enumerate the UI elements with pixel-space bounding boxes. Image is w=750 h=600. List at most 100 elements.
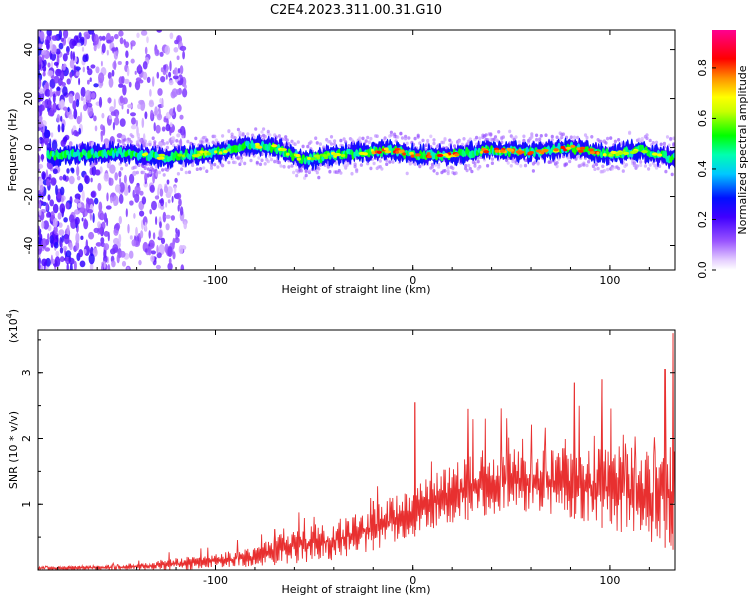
spectrogram-noise-blob [69, 38, 75, 49]
spectrogram-halo-blob [277, 134, 281, 138]
spectrogram-noise-blob [73, 108, 78, 120]
spectrogram-noise-blob [114, 172, 118, 181]
spectrogram-noise-blob [66, 224, 70, 236]
spectrogram-noise-blob [54, 241, 59, 249]
spectrogram-noise-blob [124, 78, 130, 84]
spectrogram-peak-blob [596, 151, 600, 155]
spectrogram-core-blob [557, 142, 561, 151]
spectrogram-halo-blob [227, 129, 231, 133]
spectrogram-halo-blob [601, 164, 605, 169]
spectrogram-halo-blob [358, 136, 362, 140]
spectrogram-noise-blob [148, 230, 151, 239]
spectrogram-noise-blob [81, 217, 84, 222]
spectrogram-noise-blob [162, 69, 167, 76]
spectrogram-noise-blob [38, 78, 42, 89]
spectrogram-noise-blob [118, 30, 124, 37]
spectrogram-y-tick-label: -20 [22, 188, 35, 206]
spectrogram-noise-blob [38, 231, 41, 236]
spectrogram-halo-blob [490, 157, 494, 161]
spectrogram-halo-blob [549, 160, 553, 164]
spectrogram-noise-blob [73, 260, 77, 270]
spectrogram-noise-blob [90, 177, 93, 183]
spectrogram-noise-blob [139, 210, 145, 217]
spectrogram-noise-blob [87, 105, 94, 117]
spectrogram-halo-blob [292, 170, 296, 175]
spectrogram-noise-blob [70, 50, 73, 61]
spectrogram-noise-blob [69, 59, 75, 69]
spectrogram-halo-blob [295, 173, 299, 178]
spectrogram-halo-blob [432, 169, 436, 173]
spectrogram-noise-blob [157, 187, 160, 198]
spectrogram-peak-blob [376, 150, 382, 154]
spectrogram-halo-blob [216, 165, 220, 169]
spectrogram-halo-blob [429, 134, 433, 139]
spectrogram-peak-blob [507, 148, 515, 152]
spectrogram-peak-blob [651, 152, 658, 156]
spectrogram-noise-blob [90, 64, 96, 69]
spectrogram-noise-blob [39, 265, 44, 270]
spectrogram-noise-blob [110, 111, 116, 116]
spectrogram-noise-blob [112, 244, 119, 253]
spectrogram-noise-blob [100, 131, 104, 143]
snr-x-axis: -100 0 100 [57, 330, 650, 587]
spectrogram-halo-blob [587, 159, 591, 164]
spectrogram-noise-blob [144, 248, 148, 253]
spectrogram-halo-blob [262, 127, 266, 131]
spectrogram-noise-blob [55, 250, 60, 257]
spectrogram-halo-blob [613, 139, 618, 144]
spectrogram-noise-blob [164, 45, 171, 55]
spectrogram-noise-blob [129, 200, 134, 206]
spectrogram-noise-blob [113, 49, 119, 60]
spectrogram-noise-blob [58, 222, 63, 228]
spectrogram-noise-blob [50, 254, 54, 265]
spectrogram-noise-blob [65, 202, 70, 210]
spectrogram-peak-blob [483, 150, 490, 154]
spectrogram-peak-blob [602, 153, 607, 157]
spectrogram-halo-blob [493, 135, 498, 139]
spectrogram-peak-blob [409, 151, 414, 156]
spectrogram-noise-blob [54, 256, 61, 267]
spectrogram-noise-blob [153, 122, 156, 132]
spectrogram-noise-blob [179, 114, 184, 120]
spectrogram-noise-blob [169, 32, 174, 40]
spectrogram-noise-blob [172, 239, 175, 250]
spectrogram-noise-blob [149, 209, 152, 215]
spectrogram-peak-blob [499, 149, 505, 153]
spectrogram-noise-blob [41, 171, 46, 180]
spectrogram-noise-blob [156, 113, 163, 121]
spectrogram-halo-blob [648, 138, 652, 143]
spectrogram-peak-blob [296, 157, 301, 161]
spectrogram-halo-blob [593, 167, 597, 171]
spectrogram-noise-blob [71, 168, 75, 174]
spectrogram-noise-blob [137, 103, 142, 110]
spectrogram-halo-blob [380, 167, 384, 171]
spectrogram-noise-blob [68, 214, 75, 223]
spectrogram-noise-blob [160, 204, 165, 210]
spectrogram-noise-blob [80, 86, 86, 98]
spectrogram-peak-blob [383, 147, 389, 151]
spectrogram-halo-blob [361, 136, 365, 141]
spectrogram-noise-blob [84, 175, 90, 185]
spectrogram-halo-blob [533, 160, 537, 165]
spectrogram-noise-blob [130, 124, 137, 130]
spectrogram-halo-blob [538, 137, 542, 141]
spectrogram-noise-blob [50, 52, 57, 61]
spectrogram-noise-blob [38, 30, 41, 38]
spectrogram-noise-blob [53, 225, 58, 235]
spectrogram-halo-blob [263, 134, 267, 139]
spectrogram-halo-blob [238, 133, 242, 138]
spectrogram-halo-blob [303, 176, 307, 180]
spectrogram-noise-blob [89, 77, 92, 82]
spectrogram-noise-blob [49, 87, 53, 98]
spectrogram-noise-blob [169, 122, 173, 128]
spectrogram-noise-blob [66, 262, 69, 270]
spectrogram-halo-blob [246, 132, 250, 136]
spectrogram-noise-blob [53, 217, 58, 228]
colorbar-tick-label: 0.8 [696, 59, 709, 77]
spectrogram-noise-blob [44, 247, 51, 252]
spectrogram-noise-blob [130, 112, 136, 117]
spectrogram-noise-blob [149, 184, 155, 193]
spectrogram-noise-blob [46, 39, 50, 50]
spectrogram-noise-blob [160, 76, 166, 83]
snr-y-tick-label: 1 [20, 501, 33, 508]
